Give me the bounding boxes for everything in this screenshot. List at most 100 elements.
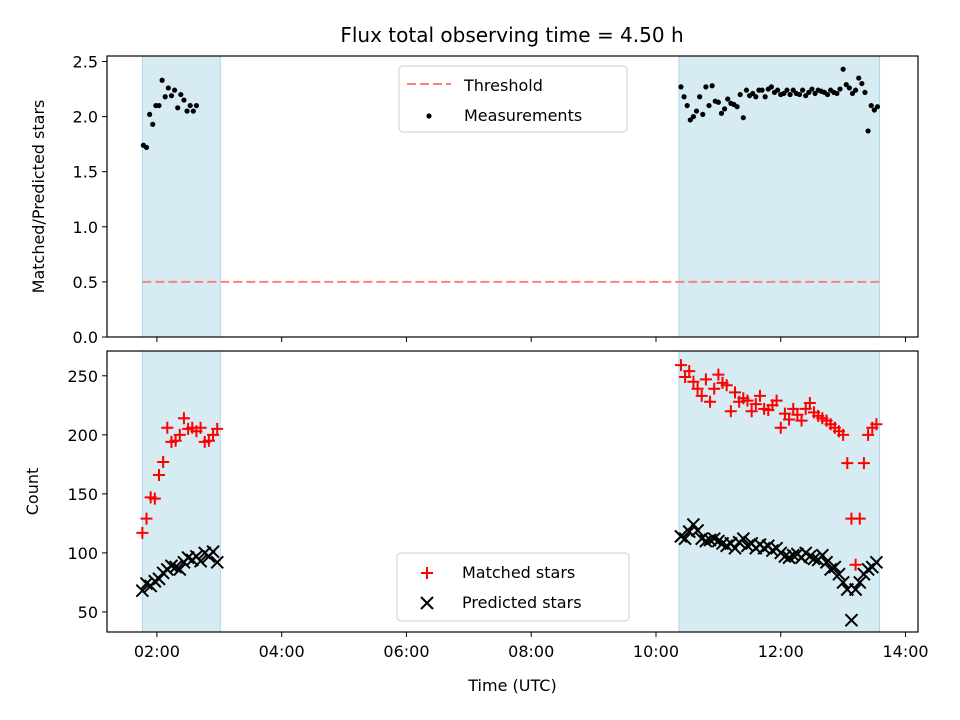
predicted-star-point xyxy=(719,539,734,553)
measurement-point xyxy=(809,86,815,92)
legend-measurement-swatch xyxy=(426,113,432,119)
measurement-point xyxy=(740,115,746,121)
measurement-point xyxy=(722,106,728,112)
measurement-point xyxy=(700,111,706,118)
predicted-star-point xyxy=(690,523,705,538)
measurement-point xyxy=(150,121,156,127)
measurement-point xyxy=(868,102,874,109)
predicted-star-point xyxy=(757,541,771,555)
predicted-star-point xyxy=(173,562,187,577)
matched-star-point xyxy=(783,413,796,426)
y-tick-label: 200 xyxy=(67,426,98,445)
measurement-point xyxy=(159,77,165,83)
measurement-point xyxy=(781,90,787,97)
y-tick-label: 100 xyxy=(67,544,98,563)
measurement-point xyxy=(165,85,171,91)
legend-box xyxy=(396,552,630,622)
measurement-point xyxy=(871,107,877,113)
x-tick-label: 12:00 xyxy=(758,642,804,661)
matched-star-point xyxy=(194,421,207,434)
matched-star-point xyxy=(841,457,854,470)
measurement-point xyxy=(171,87,178,93)
matched-star-point xyxy=(136,526,149,539)
y-tick-label: 1.5 xyxy=(73,163,98,182)
measurement-point xyxy=(743,87,750,93)
matched-star-point xyxy=(862,428,875,441)
matched-star-point xyxy=(161,421,174,434)
legend-label: Measurements xyxy=(464,106,582,125)
measurement-point xyxy=(706,102,712,109)
matched-star-point xyxy=(148,492,161,505)
predicted-star-point xyxy=(193,554,208,568)
measurement-point xyxy=(806,89,812,95)
legend: Threshold Measurements xyxy=(398,65,628,133)
x-tick-label: 04:00 xyxy=(259,642,305,661)
matched-star-point xyxy=(745,405,758,418)
legend-box xyxy=(398,65,628,133)
matched-star-point xyxy=(699,373,712,386)
matched-star-point xyxy=(774,421,787,434)
predicted-star-point xyxy=(807,552,821,566)
measurement-point xyxy=(693,108,700,114)
measurement-point xyxy=(787,91,793,98)
measurement-point xyxy=(784,87,790,93)
measurement-point xyxy=(143,144,150,151)
matched-star-point xyxy=(770,394,783,407)
measurement-point xyxy=(681,94,687,100)
y-tick-label: 2.0 xyxy=(73,108,98,127)
measurement-point xyxy=(147,111,153,118)
legend: Matched stars Predicted stars xyxy=(396,552,630,622)
predicted-star-point xyxy=(828,560,842,574)
y-axis-label: Matched/Predicted stars xyxy=(29,100,48,294)
predicted-star-point xyxy=(707,532,721,546)
predicted-star-point xyxy=(869,555,884,570)
matched-star-point xyxy=(674,359,687,372)
y-tick-label: 250 xyxy=(67,367,98,386)
measurement-point xyxy=(725,96,731,102)
predicted-star-point xyxy=(848,582,863,597)
measurement-point xyxy=(687,117,693,123)
measurement-point xyxy=(737,91,743,98)
measurement-point xyxy=(790,87,796,93)
matched-star-point xyxy=(803,396,816,409)
measurement-point xyxy=(703,84,709,90)
measurement-point xyxy=(856,75,862,81)
measurement-point xyxy=(187,102,193,109)
observing-interval-shade xyxy=(141,55,221,338)
measurement-point xyxy=(678,84,684,90)
measurement-point xyxy=(753,94,759,100)
measurement-point xyxy=(156,102,162,109)
measurement-point xyxy=(853,87,859,93)
x-tick-label: 08:00 xyxy=(508,642,554,661)
measurement-point xyxy=(775,87,781,93)
matched-star-point xyxy=(741,394,754,407)
measurement-point xyxy=(715,99,721,105)
matched-star-point xyxy=(157,455,170,468)
predicted-star-point xyxy=(823,562,838,577)
predicted-star-point xyxy=(164,559,179,573)
measurement-point xyxy=(762,94,768,100)
predicted-star-point xyxy=(206,545,220,559)
y-tick-label: 150 xyxy=(67,485,98,504)
matched-star-point xyxy=(837,428,850,441)
y-tick-label: 0.5 xyxy=(73,273,98,292)
matched-star-point xyxy=(753,389,766,402)
axes-frame xyxy=(106,350,919,633)
measurement-point xyxy=(190,108,196,114)
matched-star-point xyxy=(152,468,165,481)
legend-label: Matched stars xyxy=(462,563,575,582)
measurement-point xyxy=(690,114,697,120)
measurement-point xyxy=(865,128,871,134)
measurement-point xyxy=(184,108,190,114)
measurement-point xyxy=(768,84,774,90)
matched-star-point xyxy=(870,418,883,431)
measurement-point xyxy=(874,104,881,110)
matched-star-point xyxy=(683,365,696,378)
predicted-star-point xyxy=(135,583,150,598)
chart-title: Flux total observing time = 4.50 h xyxy=(340,23,683,47)
matched-star-point xyxy=(749,398,762,411)
x-tick-label: 14:00 xyxy=(882,642,928,661)
y-tick-label: 0.0 xyxy=(73,328,98,347)
predicted-star-point xyxy=(736,532,751,546)
